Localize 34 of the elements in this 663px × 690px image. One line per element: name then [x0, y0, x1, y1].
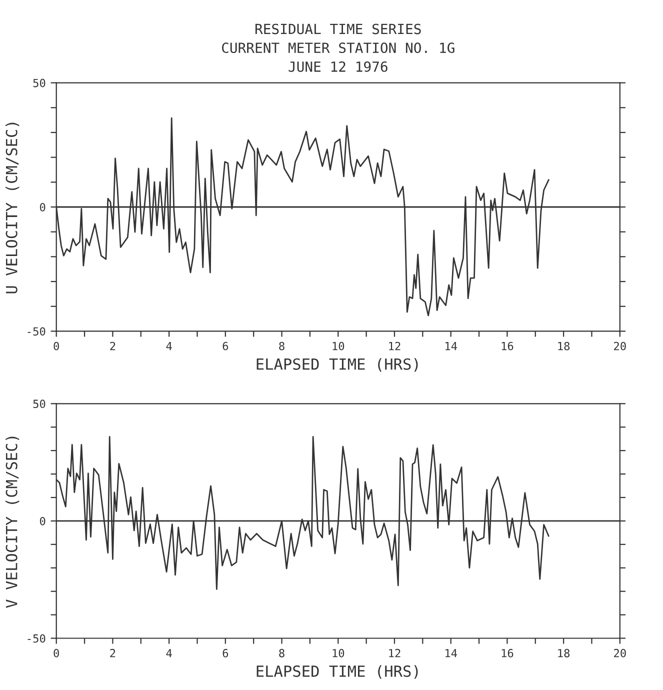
- chart-subtitle: CURRENT METER STATION NO. 1G JUNE 12 1976: [222, 42, 454, 72]
- x-tick-label: 2: [110, 648, 116, 658]
- x-tick-label: 8: [279, 342, 284, 350]
- y-tick-label: 0: [40, 203, 46, 212]
- y-tick-label: 50: [33, 400, 46, 408]
- y-tick-label: 0: [40, 516, 46, 526]
- x-tick-label: 20: [614, 342, 626, 350]
- x-tick-label: 10: [332, 342, 344, 350]
- x-tick-label: 16: [502, 648, 514, 658]
- y-axis-title: U VELOCITY (CM/SEC): [6, 122, 20, 294]
- x-tick-label: 4: [166, 342, 172, 350]
- x-tick-label: 18: [558, 342, 570, 350]
- x-tick-label: 16: [502, 342, 514, 350]
- y-axis-title: V VELOCITY (CM/SEC): [6, 436, 20, 608]
- x-tick-label: 6: [222, 648, 228, 658]
- y-tick-label: -50: [28, 327, 46, 336]
- x-tick-label: 2: [110, 342, 116, 350]
- x-tick-label: 10: [332, 648, 344, 658]
- x-tick-label: 18: [558, 648, 570, 658]
- x-tick-label: 0: [54, 648, 59, 658]
- y-tick-label: -50: [28, 634, 46, 643]
- x-axis-title: ELAPSED TIME (HRS): [256, 665, 418, 679]
- x-axis-title: ELAPSED TIME (HRS): [256, 358, 418, 372]
- x-tick-label: 0: [54, 342, 59, 350]
- x-tick-label: 14: [445, 342, 457, 350]
- x-tick-label: 14: [445, 649, 457, 658]
- x-tick-label: 12: [389, 342, 400, 350]
- x-tick-label: 8: [279, 648, 284, 658]
- x-tick-label: 12: [389, 648, 400, 658]
- y-tick-label: 50: [33, 78, 46, 88]
- chart-title: RESIDUAL TIME SERIES: [255, 24, 421, 34]
- x-tick-label: 6: [222, 342, 228, 350]
- x-tick-label: 4: [166, 649, 172, 658]
- x-tick-label: 20: [614, 648, 626, 658]
